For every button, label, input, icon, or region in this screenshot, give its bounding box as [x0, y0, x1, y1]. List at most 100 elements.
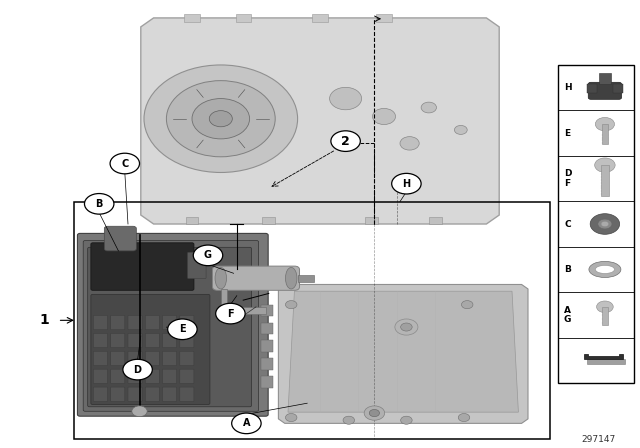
- FancyBboxPatch shape: [93, 351, 108, 366]
- Polygon shape: [221, 289, 266, 314]
- FancyBboxPatch shape: [163, 315, 177, 330]
- Circle shape: [232, 413, 261, 434]
- Circle shape: [331, 131, 360, 151]
- Circle shape: [285, 301, 297, 309]
- FancyBboxPatch shape: [93, 315, 108, 330]
- Bar: [602, 307, 608, 325]
- Text: B: B: [564, 265, 571, 274]
- Text: 2: 2: [341, 134, 350, 148]
- FancyBboxPatch shape: [111, 333, 125, 348]
- Circle shape: [400, 137, 419, 150]
- Bar: [262, 217, 275, 224]
- FancyBboxPatch shape: [180, 351, 194, 366]
- Text: 297147: 297147: [581, 435, 616, 444]
- FancyBboxPatch shape: [145, 315, 159, 330]
- FancyBboxPatch shape: [163, 369, 177, 383]
- Polygon shape: [584, 353, 623, 359]
- Circle shape: [595, 158, 615, 172]
- Bar: [602, 124, 608, 144]
- Text: C: C: [564, 220, 571, 228]
- FancyBboxPatch shape: [180, 387, 194, 401]
- Circle shape: [364, 406, 385, 420]
- Circle shape: [193, 245, 223, 266]
- Bar: [261, 323, 273, 334]
- FancyBboxPatch shape: [128, 387, 142, 401]
- Bar: [587, 84, 596, 93]
- Circle shape: [144, 65, 298, 172]
- Text: F: F: [227, 309, 234, 319]
- Bar: [429, 217, 442, 224]
- Circle shape: [216, 303, 245, 324]
- Bar: [186, 217, 198, 224]
- Text: A: A: [243, 418, 250, 428]
- Text: E: E: [564, 129, 571, 138]
- FancyBboxPatch shape: [104, 226, 136, 251]
- Circle shape: [132, 406, 147, 417]
- FancyBboxPatch shape: [588, 82, 621, 99]
- FancyBboxPatch shape: [128, 333, 142, 348]
- Ellipse shape: [589, 261, 621, 277]
- Circle shape: [401, 323, 412, 331]
- Bar: [74, 202, 550, 439]
- Circle shape: [461, 301, 473, 309]
- Polygon shape: [288, 291, 518, 412]
- Circle shape: [166, 81, 275, 157]
- FancyBboxPatch shape: [128, 369, 142, 383]
- Text: H: H: [564, 83, 572, 92]
- Ellipse shape: [285, 267, 297, 289]
- Bar: [261, 358, 273, 370]
- Ellipse shape: [590, 214, 620, 234]
- Bar: [601, 165, 609, 197]
- FancyBboxPatch shape: [145, 369, 159, 383]
- Bar: [261, 340, 273, 352]
- Ellipse shape: [601, 221, 609, 227]
- FancyBboxPatch shape: [145, 387, 159, 401]
- FancyBboxPatch shape: [93, 333, 108, 348]
- Bar: [613, 84, 623, 93]
- Circle shape: [401, 416, 412, 424]
- Circle shape: [395, 319, 418, 335]
- Ellipse shape: [595, 265, 614, 273]
- Circle shape: [372, 108, 396, 125]
- Bar: [312, 14, 328, 22]
- FancyBboxPatch shape: [180, 369, 194, 383]
- Circle shape: [596, 301, 613, 313]
- FancyBboxPatch shape: [128, 351, 142, 366]
- Circle shape: [458, 414, 470, 422]
- Text: A
G: A G: [564, 306, 572, 324]
- Text: D
F: D F: [564, 169, 572, 188]
- Circle shape: [192, 99, 250, 139]
- Bar: [261, 305, 273, 316]
- Bar: [184, 14, 200, 22]
- FancyBboxPatch shape: [111, 369, 125, 383]
- Text: C: C: [121, 159, 129, 168]
- Circle shape: [168, 319, 197, 340]
- Circle shape: [285, 414, 297, 422]
- Circle shape: [392, 173, 421, 194]
- Polygon shape: [587, 358, 625, 364]
- Circle shape: [84, 194, 114, 214]
- FancyBboxPatch shape: [180, 315, 194, 330]
- FancyBboxPatch shape: [145, 351, 159, 366]
- FancyBboxPatch shape: [77, 233, 268, 416]
- FancyBboxPatch shape: [111, 351, 125, 366]
- FancyBboxPatch shape: [163, 333, 177, 348]
- FancyBboxPatch shape: [93, 387, 108, 401]
- Circle shape: [343, 416, 355, 424]
- Text: 1: 1: [40, 313, 50, 327]
- Bar: [365, 217, 378, 224]
- FancyBboxPatch shape: [88, 247, 252, 407]
- Text: B: B: [95, 199, 103, 209]
- Circle shape: [209, 111, 232, 127]
- Bar: [298, 275, 314, 282]
- FancyBboxPatch shape: [91, 243, 194, 290]
- Bar: [598, 73, 611, 84]
- Ellipse shape: [215, 267, 227, 289]
- Ellipse shape: [598, 219, 612, 229]
- Circle shape: [123, 359, 152, 380]
- Polygon shape: [278, 284, 528, 423]
- FancyBboxPatch shape: [188, 252, 206, 279]
- Circle shape: [454, 125, 467, 134]
- Circle shape: [421, 102, 436, 113]
- Text: D: D: [134, 365, 141, 375]
